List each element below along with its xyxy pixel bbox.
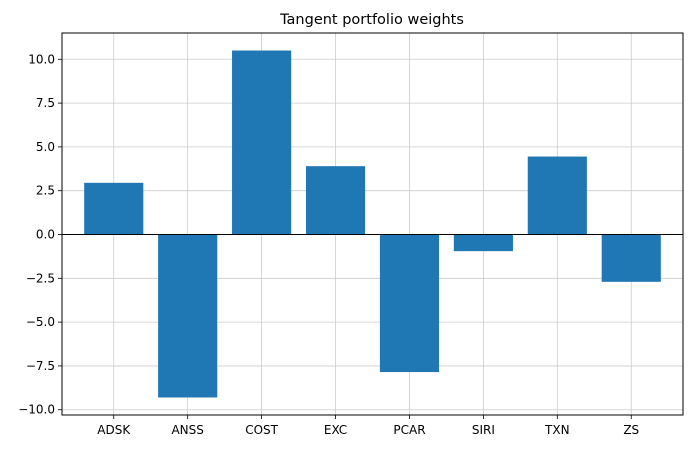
bar-exc: [305, 166, 366, 235]
bar-siri: [453, 234, 513, 252]
bar-txn: [527, 156, 587, 235]
x-tick-label: EXC: [324, 423, 347, 437]
x-tick-label: ZS: [623, 423, 639, 437]
y-tick-label: 10.0: [28, 52, 55, 66]
bar-pcar: [379, 234, 440, 373]
y-tick-label: 2.5: [36, 184, 55, 198]
y-tick-label: −7.5: [26, 359, 55, 373]
x-tick-label: COST: [245, 423, 278, 437]
x-tick-label: TXN: [544, 423, 570, 437]
x-axis-ticks: ADSK ANSS COST EXC PCAR SIRI TXN ZS: [97, 415, 639, 437]
bars: [84, 50, 661, 398]
x-tick-label: PCAR: [393, 423, 425, 437]
y-tick-label: 5.0: [36, 140, 55, 154]
grid-lines: [62, 33, 683, 415]
bar-adsk: [84, 182, 144, 235]
y-tick-label: −5.0: [26, 315, 55, 329]
x-tick-label: SIRI: [472, 423, 495, 437]
chart-title: Tangent portfolio weights: [279, 12, 464, 28]
bar-zs: [601, 234, 661, 282]
x-tick-label: ADSK: [97, 423, 131, 437]
y-tick-label: 0.0: [36, 228, 55, 242]
bar-cost: [232, 50, 292, 235]
x-tick-label: ANSS: [171, 423, 203, 437]
y-tick-label: 7.5: [36, 96, 55, 110]
plot-frame: [61, 32, 684, 416]
y-tick-label: −10.0: [18, 403, 55, 417]
y-axis-ticks: 10.0 7.5 5.0 2.5 0.0 −2.5 −5.0 −7.5 −10.0: [18, 52, 62, 417]
bar-anss: [158, 234, 218, 398]
y-tick-label: −2.5: [26, 271, 55, 285]
